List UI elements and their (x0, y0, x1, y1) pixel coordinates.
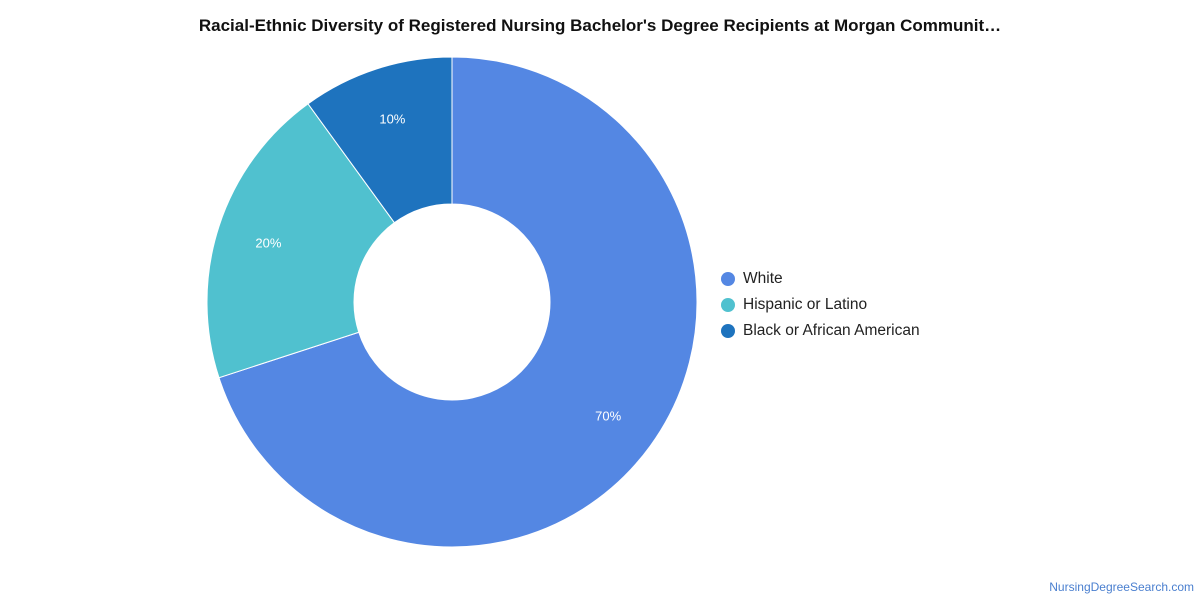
source-link[interactable]: NursingDegreeSearch.com (1049, 580, 1194, 594)
legend-item-white[interactable]: White (721, 266, 920, 292)
legend: White Hispanic or Latino Black or Africa… (721, 266, 920, 344)
slice-hispanic-or-latino[interactable] (206, 103, 396, 379)
legend-label-white: White (743, 270, 783, 287)
slice-label-black-or-african-american: 10% (379, 111, 405, 126)
legend-item-hispanic[interactable]: Hispanic or Latino (721, 292, 920, 318)
legend-swatch-hispanic (721, 298, 735, 312)
legend-swatch-black (721, 324, 735, 338)
slice-label-white: 70% (595, 408, 621, 423)
legend-swatch-white (721, 272, 735, 286)
slice-label-hispanic-or-latino: 20% (255, 235, 281, 250)
legend-label-hispanic: Hispanic or Latino (743, 296, 868, 313)
legend-item-black[interactable]: Black or African American (721, 318, 920, 344)
slice-white[interactable] (218, 56, 698, 548)
chart-title: Racial-Ethnic Diversity of Registered Nu… (198, 16, 1002, 35)
slice-black-or-african-american[interactable] (307, 56, 453, 224)
legend-label-black: Black or African American (743, 322, 920, 339)
